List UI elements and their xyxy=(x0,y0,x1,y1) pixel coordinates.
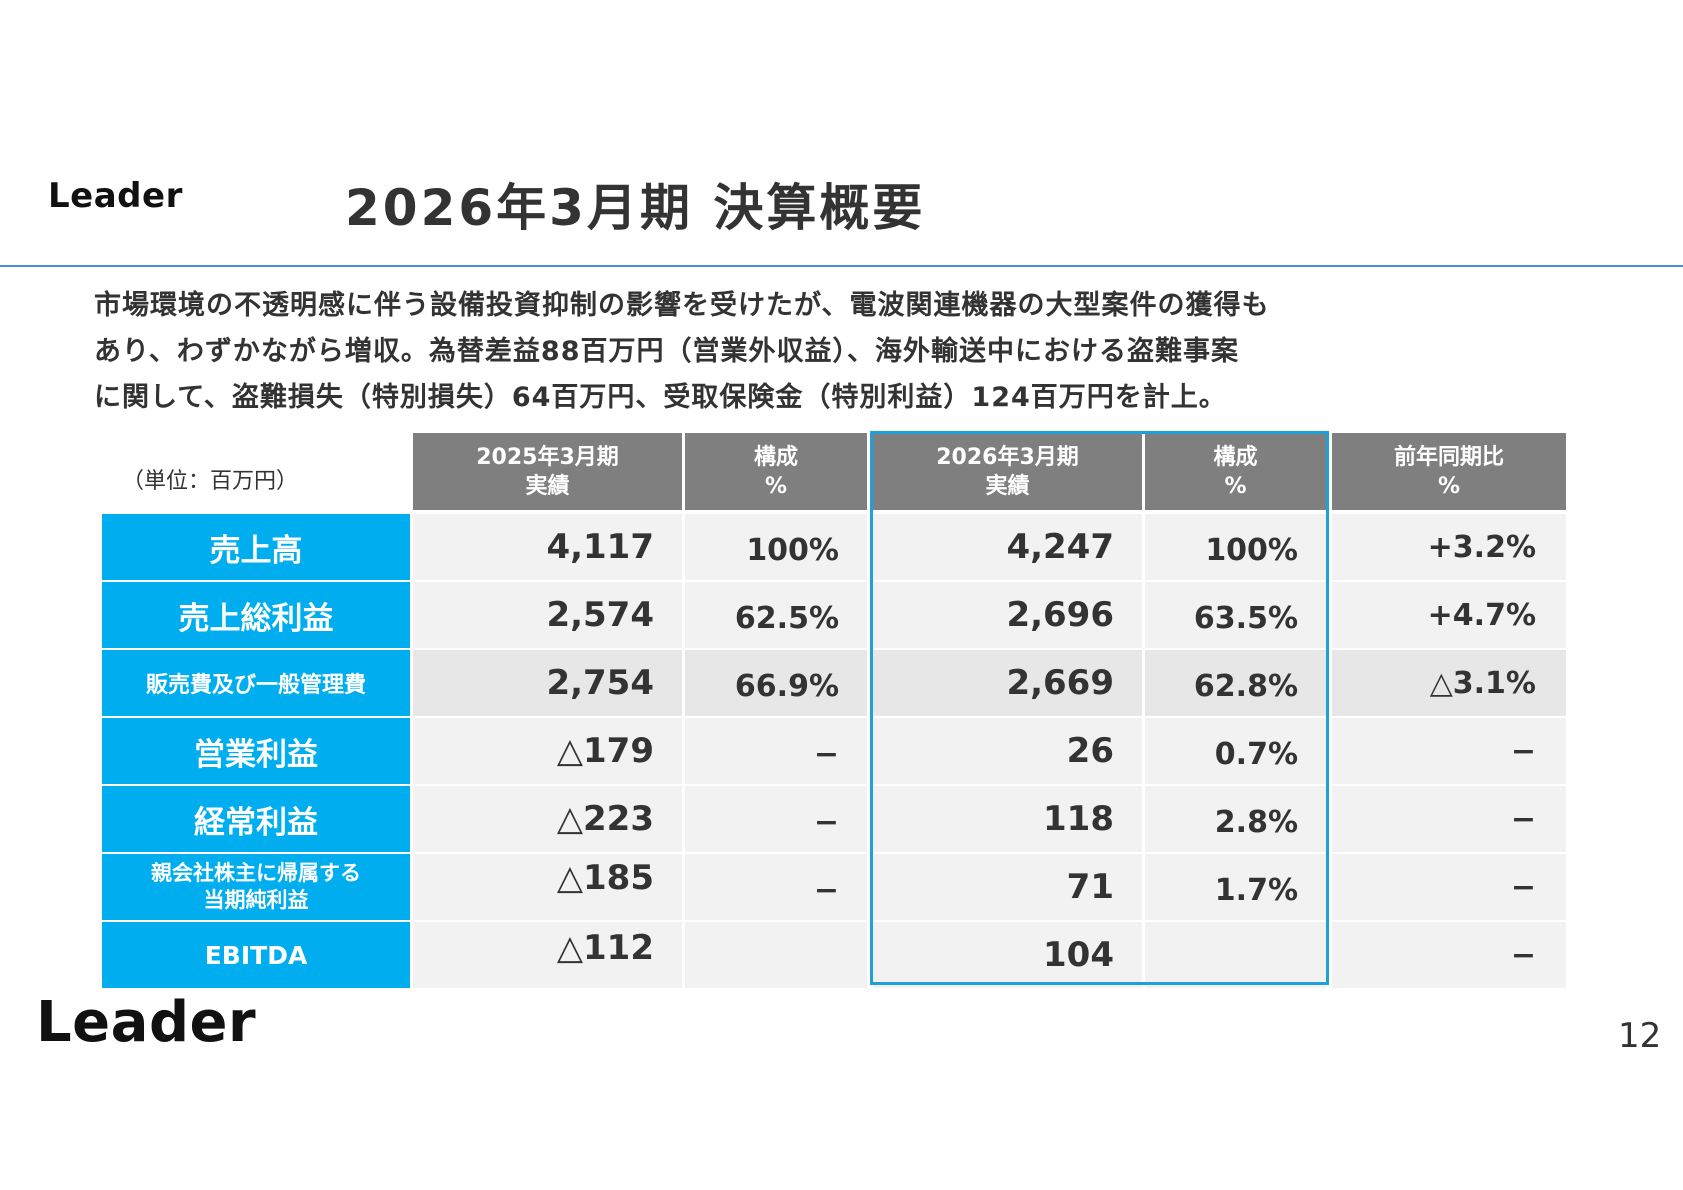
row-label-operating-profit: 営業利益 xyxy=(102,718,410,784)
cell-pct2025: 100% xyxy=(685,514,867,580)
row-label-text: 当期純利益 xyxy=(203,888,309,912)
cell-fy2026: 26 xyxy=(873,718,1142,784)
unit-label: （単位：百万円） xyxy=(122,469,299,494)
footer-logo: Leader xyxy=(36,990,257,1055)
row-label-text: 販売費及び一般管理費 xyxy=(145,673,366,698)
column-header-line: 2026年3月期 xyxy=(936,444,1079,470)
row-label-net-sales: 売上高 xyxy=(102,514,410,580)
cell-pct2025: − xyxy=(685,718,867,784)
row-label-text: EBITDA xyxy=(204,940,308,970)
cell-fy2025: △179 xyxy=(413,718,682,784)
cell-fy2025: 4,117 xyxy=(413,514,682,580)
cell-fy2026: 71 xyxy=(873,854,1142,920)
cell-pct2026: 2.8% xyxy=(1145,786,1326,852)
column-header-line: 2025年3月期 xyxy=(476,444,619,470)
column-header-pct2026: 構成 % xyxy=(1145,433,1326,510)
cell-yoy: − xyxy=(1332,854,1566,920)
column-header-yoy: 前年同期比 % xyxy=(1332,433,1566,510)
cell-fy2026: 118 xyxy=(873,786,1142,852)
cell-pct2025: 66.9% xyxy=(685,650,867,716)
cell-pct2025: 62.5% xyxy=(685,582,867,648)
summary-text: 市場環境の不透明感に伴う設備投資抑制の影響を受けたが、電波関連機器の大型案件の獲… xyxy=(94,283,1594,421)
cell-pct2026: 63.5% xyxy=(1145,582,1326,648)
cell-pct2025: − xyxy=(685,854,867,920)
cell-yoy: − xyxy=(1332,718,1566,784)
column-header-pct2025: 構成 % xyxy=(685,433,867,510)
cell-fy2026: 104 xyxy=(873,922,1142,988)
cell-pct2026: 62.8% xyxy=(1145,650,1326,716)
header-divider xyxy=(0,265,1683,267)
cell-fy2025: △223 xyxy=(413,786,682,852)
column-header-line: 実績 xyxy=(985,473,1030,499)
row-label-text: 親会社株主に帰属する xyxy=(151,861,361,885)
cell-pct2026 xyxy=(1145,922,1326,988)
cell-yoy: − xyxy=(1332,786,1566,852)
column-header-line: 実績 xyxy=(525,473,570,499)
column-header-line: 前年同期比 xyxy=(1393,444,1504,470)
page-number: 12 xyxy=(1618,1016,1662,1056)
cell-yoy: △3.1% xyxy=(1332,650,1566,716)
column-header-line: 構成 xyxy=(1213,444,1258,470)
cell-yoy: +3.2% xyxy=(1332,514,1566,580)
cell-fy2025: △112 xyxy=(413,922,682,988)
cell-pct2026: 0.7% xyxy=(1145,718,1326,784)
cell-fy2026: 2,669 xyxy=(873,650,1142,716)
cell-pct2025 xyxy=(685,922,867,988)
cell-fy2026: 4,247 xyxy=(873,514,1142,580)
summary-line: あり、わずかながら増収。為替差益88百万円（営業外収益）、海外輸送中における盗難… xyxy=(94,336,1239,367)
cell-fy2026: 2,696 xyxy=(873,582,1142,648)
row-label-text: 売上高 xyxy=(209,532,303,569)
cell-pct2026: 100% xyxy=(1145,514,1326,580)
column-header-line: 構成 xyxy=(753,444,798,470)
column-header-line: % xyxy=(1224,473,1247,499)
cell-pct2026: 1.7% xyxy=(1145,854,1326,920)
column-header-fy2025: 2025年3月期 実績 xyxy=(413,433,682,510)
summary-line: に関して、盗難損失（特別損失）64百万円、受取保険金（特別利益）124百万円を計… xyxy=(94,382,1227,413)
cell-fy2025: △185 xyxy=(413,854,682,920)
cell-pct2025: − xyxy=(685,786,867,852)
row-label-net-income: 親会社株主に帰属する 当期純利益 xyxy=(102,854,410,920)
row-label-ebitda: EBITDA xyxy=(102,922,410,988)
page-title: 2026年3月期 決算概要 xyxy=(345,179,926,237)
row-label-text: 売上総利益 xyxy=(178,600,334,637)
summary-line: 市場環境の不透明感に伴う設備投資抑制の影響を受けたが、電波関連機器の大型案件の獲… xyxy=(94,290,1270,321)
column-header-fy2026: 2026年3月期 実績 xyxy=(873,433,1142,510)
cell-yoy: +4.7% xyxy=(1332,582,1566,648)
row-label-sga: 販売費及び一般管理費 xyxy=(102,650,410,716)
cell-yoy: − xyxy=(1332,922,1566,988)
header-logo: Leader xyxy=(48,176,183,216)
cell-fy2025: 2,574 xyxy=(413,582,682,648)
row-label-gross-profit: 売上総利益 xyxy=(102,582,410,648)
column-header-line: % xyxy=(764,473,788,499)
row-label-text: 営業利益 xyxy=(194,736,318,773)
column-header-line: % xyxy=(1437,473,1461,499)
row-label-text: 経常利益 xyxy=(194,804,318,841)
cell-fy2025: 2,754 xyxy=(413,650,682,716)
row-label-ordinary-profit: 経常利益 xyxy=(102,786,410,852)
